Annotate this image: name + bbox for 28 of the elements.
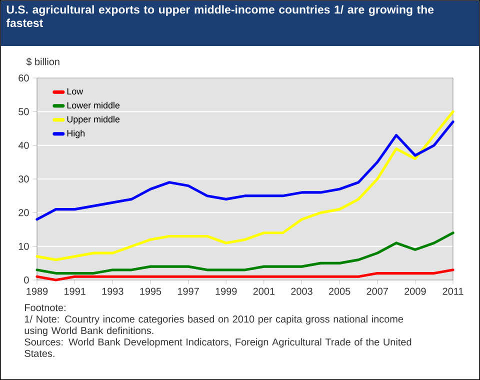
x-tick-label: 1995 [140, 288, 162, 295]
x-tick-label: 2003 [291, 288, 312, 295]
y-tick-label: 0 [24, 276, 29, 284]
legend-label: Upper middle [67, 116, 120, 124]
y-axis-title: $ billion [26, 58, 60, 66]
x-tick-label: 1999 [216, 288, 237, 295]
text: 1/ Note: Country income categories based on 2010 per capita gross national income using World Bank definitions. [24, 315, 404, 336]
y-tick-label: 40 [18, 142, 29, 149]
x-tick-label: 1993 [102, 288, 124, 295]
chart-title: U.S. agricultural exports to upper middle-income countries 1/ are growing the fastest [6, 5, 434, 28]
y-tick-label: 30 [18, 175, 29, 183]
x-tick-label: 2005 [328, 288, 350, 295]
x-tick-label: 2001 [253, 288, 275, 295]
source-note: Sources: World Bank Development Indicators, Foreign Agricultural Trade of the United States. [24, 338, 412, 357]
x-tick-label: 2011 [442, 288, 464, 295]
x-tick-label: 2009 [404, 288, 426, 295]
y-tick-label: 50 [18, 108, 29, 116]
legend-label: High [67, 130, 85, 138]
x-tick-label: 1991 [64, 288, 86, 295]
x-tick-label: 1989 [26, 288, 48, 295]
y-tick-label: 10 [18, 242, 29, 250]
y-tick-label: 20 [18, 209, 29, 216]
y-tick-label: 60 [18, 74, 29, 82]
text: Footnote: [25, 304, 66, 312]
x-tick-label: 2007 [366, 288, 388, 295]
legend-label: Lower middle [67, 102, 120, 108]
legend-label: Low [67, 88, 84, 95]
x-tick-label: 1997 [178, 288, 199, 295]
